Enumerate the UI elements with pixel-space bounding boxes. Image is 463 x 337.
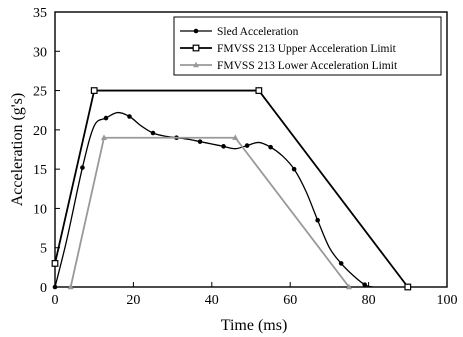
series-layer xyxy=(51,87,412,291)
x-tick-label: 0 xyxy=(52,293,59,308)
sled-acceleration-point xyxy=(80,165,85,170)
sled-acceleration-point xyxy=(127,114,132,119)
y-tick-label: 0 xyxy=(40,281,47,296)
lower-limit-point xyxy=(232,134,239,141)
upper-limit-legend-marker xyxy=(192,44,200,52)
y-tick-label: 10 xyxy=(33,202,47,217)
legend: Sled Acceleration FMVSS 213 Upper Acceler… xyxy=(173,16,442,76)
sled-acceleration-line xyxy=(54,111,373,288)
upper-limit-point xyxy=(90,87,98,94)
sled-acceleration-point xyxy=(52,284,58,290)
sled-acceleration-point xyxy=(244,143,250,148)
sled-acceleration-point xyxy=(268,144,273,150)
axes: 0 20 40 60 80 100 0 5 10 15 20 25 30 35 xyxy=(33,6,458,308)
lower-limit-legend-label: FMVSS 213 Lower Acceleration Limit xyxy=(217,60,398,72)
sled-acceleration-series xyxy=(52,111,373,290)
sled-acceleration-point xyxy=(103,115,109,121)
y-tick-label: 25 xyxy=(33,85,47,100)
upper-limit-series xyxy=(51,87,412,291)
sled-acceleration-legend-label: Sled Acceleration xyxy=(217,26,299,38)
x-tick-label: 40 xyxy=(205,293,219,308)
x-tick-label: 100 xyxy=(437,293,458,308)
upper-limit-point xyxy=(255,87,263,94)
upper-limit-point xyxy=(51,260,59,267)
lower-limit-point xyxy=(101,134,107,141)
lower-limit-point xyxy=(67,283,74,290)
plot-frame xyxy=(54,11,448,288)
x-axis-title: Time (ms) xyxy=(221,317,288,334)
sled-acceleration-point xyxy=(338,261,344,266)
y-tick-label: 5 xyxy=(40,242,47,257)
sled-acceleration-point xyxy=(362,282,367,287)
lower-limit-series xyxy=(67,134,352,290)
lower-limit-line xyxy=(69,136,350,288)
upper-limit-line xyxy=(54,89,409,288)
sled-acceleration-point xyxy=(315,217,320,223)
upper-limit-point xyxy=(404,283,412,291)
lower-limit-point xyxy=(346,283,352,290)
sled-acceleration-legend-marker xyxy=(193,28,199,34)
y-tick-label: 30 xyxy=(33,45,47,60)
x-tick-label: 80 xyxy=(362,293,376,308)
y-tick-label: 20 xyxy=(33,124,47,139)
x-tick-label: 60 xyxy=(283,293,297,308)
x-tick-label: 20 xyxy=(126,293,140,308)
y-axis-title: Acceleration (g's) xyxy=(9,93,26,207)
sled-acceleration-point xyxy=(221,144,226,149)
upper-limit-legend-label: FMVSS 213 Upper Acceleration Limit xyxy=(217,43,397,55)
lower-limit-legend-marker xyxy=(193,61,199,68)
sled-acceleration-point xyxy=(197,139,203,144)
y-tick-label: 15 xyxy=(33,163,47,178)
y-tick-label: 35 xyxy=(33,6,47,21)
sled-acceleration-point xyxy=(150,130,156,136)
sled-acceleration-point xyxy=(291,166,297,172)
legend-box xyxy=(173,16,442,76)
